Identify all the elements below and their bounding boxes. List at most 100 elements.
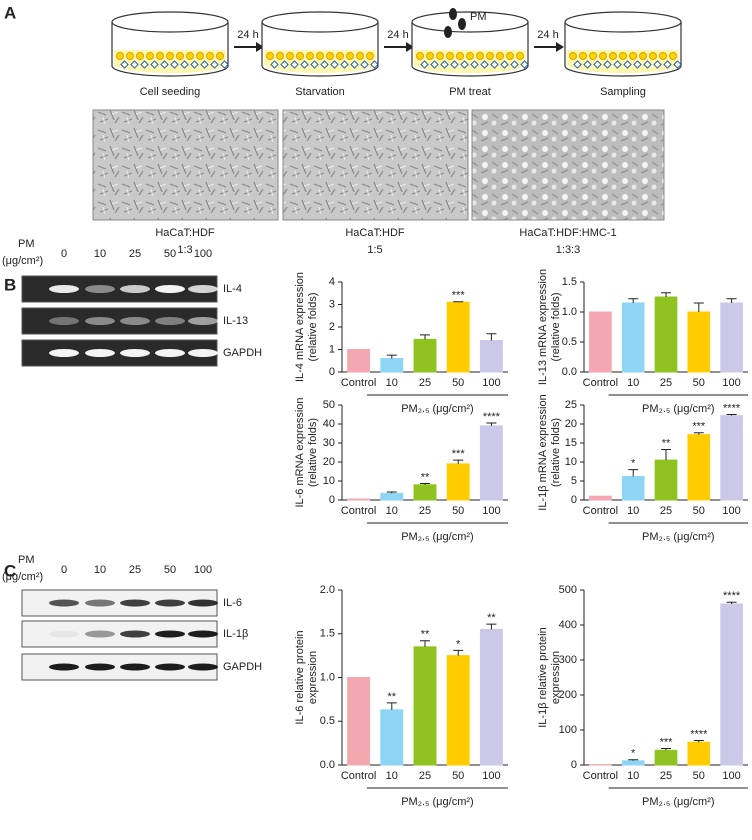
bar bbox=[720, 415, 743, 501]
arrow-head bbox=[406, 42, 414, 52]
bar bbox=[413, 338, 437, 373]
band bbox=[85, 599, 115, 607]
interval-label: 24 h bbox=[387, 29, 408, 41]
arrow-head bbox=[556, 42, 564, 52]
x-tick-label: 100 bbox=[722, 770, 740, 782]
cell bbox=[350, 60, 359, 69]
band bbox=[120, 630, 150, 638]
cell bbox=[166, 52, 174, 60]
dish-rim bbox=[111, 11, 229, 33]
cell bbox=[569, 52, 577, 60]
significance: *** bbox=[692, 421, 706, 433]
micrograph bbox=[282, 109, 469, 221]
x-tick-label: 10 bbox=[386, 770, 398, 782]
cell bbox=[496, 52, 504, 60]
cell bbox=[476, 52, 484, 60]
x-tick-label: 10 bbox=[627, 377, 639, 389]
y-tick-label: 1.5 bbox=[562, 276, 577, 288]
y-tick-label: 300 bbox=[559, 654, 577, 666]
cell bbox=[296, 52, 304, 60]
error-bar bbox=[726, 298, 737, 303]
micrograph-caption: HaCaT:HDF bbox=[155, 227, 215, 239]
bar bbox=[687, 311, 711, 373]
band bbox=[188, 349, 218, 357]
error-bar bbox=[420, 334, 430, 340]
x-tick-label: 50 bbox=[693, 770, 705, 782]
y-axis-label: IL-6 mRNA expression bbox=[294, 397, 306, 507]
cell bbox=[480, 60, 489, 69]
x-tick-label: 25 bbox=[660, 505, 672, 517]
cell bbox=[216, 52, 224, 60]
y-tick-label: 0.5 bbox=[320, 715, 335, 727]
lane-label: 50 bbox=[164, 248, 176, 260]
error-bar bbox=[420, 640, 430, 647]
cell bbox=[300, 60, 309, 69]
y-axis-label: IL-1β relative protein bbox=[537, 627, 549, 728]
cell bbox=[669, 52, 677, 60]
pm-particle bbox=[449, 8, 457, 20]
cell bbox=[490, 60, 499, 69]
y-tick-label: 30 bbox=[323, 437, 335, 449]
cell bbox=[160, 60, 169, 69]
x-tick-label: 100 bbox=[722, 505, 740, 517]
band bbox=[85, 317, 115, 325]
cell bbox=[220, 60, 229, 69]
cell bbox=[450, 60, 459, 69]
band bbox=[155, 663, 185, 671]
micrograph bbox=[92, 109, 279, 221]
bar bbox=[479, 340, 503, 373]
micrograph-caption: HaCaT:HDF:HMC-1 bbox=[519, 227, 616, 239]
y-tick-label: 1.0 bbox=[562, 306, 577, 318]
x-tick-label: 10 bbox=[386, 505, 398, 517]
y-tick-label: 25 bbox=[565, 399, 577, 411]
y-tick-label: 4 bbox=[329, 276, 335, 288]
y-tick-label: 1.0 bbox=[320, 671, 335, 683]
x-tick-label: 100 bbox=[722, 377, 740, 389]
band bbox=[155, 317, 185, 325]
error-bar bbox=[453, 459, 464, 464]
bar bbox=[347, 349, 371, 373]
y-tick-label: 0.5 bbox=[562, 336, 577, 348]
band bbox=[120, 599, 150, 607]
x-tick-label: 25 bbox=[419, 770, 431, 782]
bar bbox=[347, 677, 371, 766]
band bbox=[85, 349, 115, 357]
cell bbox=[583, 60, 592, 69]
cell bbox=[170, 60, 179, 69]
bar bbox=[621, 475, 645, 501]
gel-lane bbox=[21, 307, 218, 335]
band bbox=[188, 599, 218, 607]
lane-label: 10 bbox=[94, 248, 106, 260]
x-tick-label: 25 bbox=[660, 770, 672, 782]
cell bbox=[659, 52, 667, 60]
bar bbox=[413, 484, 437, 501]
y-tick-label: 0.0 bbox=[320, 759, 335, 771]
x-tick-label: 100 bbox=[482, 505, 500, 517]
band bbox=[188, 285, 218, 293]
significance: ** bbox=[421, 629, 430, 641]
x-tick-label: 50 bbox=[452, 770, 464, 782]
x-axis-label: PM₂.₅ (μg/cm²) bbox=[401, 796, 473, 808]
dose-unit: (μg/cm²) bbox=[2, 571, 43, 583]
cell bbox=[210, 60, 219, 69]
cell bbox=[603, 60, 612, 69]
x-tick-label: 25 bbox=[419, 505, 431, 517]
y-tick-label: 2.0 bbox=[320, 584, 335, 596]
significance: *** bbox=[452, 448, 466, 460]
cell bbox=[206, 52, 214, 60]
step-label: Sampling bbox=[600, 86, 646, 98]
error-bar bbox=[693, 302, 704, 312]
y-tick-label: 1.5 bbox=[320, 628, 335, 640]
cell bbox=[176, 52, 184, 60]
y-tick-label: 20 bbox=[565, 418, 577, 430]
cell bbox=[633, 60, 642, 69]
row-label: IL-6 bbox=[223, 597, 242, 609]
cell bbox=[593, 60, 602, 69]
y-tick-label: 200 bbox=[559, 689, 577, 701]
cell bbox=[589, 52, 597, 60]
error-bar bbox=[726, 601, 737, 604]
y-tick-label: 100 bbox=[559, 724, 577, 736]
cell bbox=[196, 52, 204, 60]
bar bbox=[720, 302, 743, 373]
bar bbox=[446, 655, 470, 766]
